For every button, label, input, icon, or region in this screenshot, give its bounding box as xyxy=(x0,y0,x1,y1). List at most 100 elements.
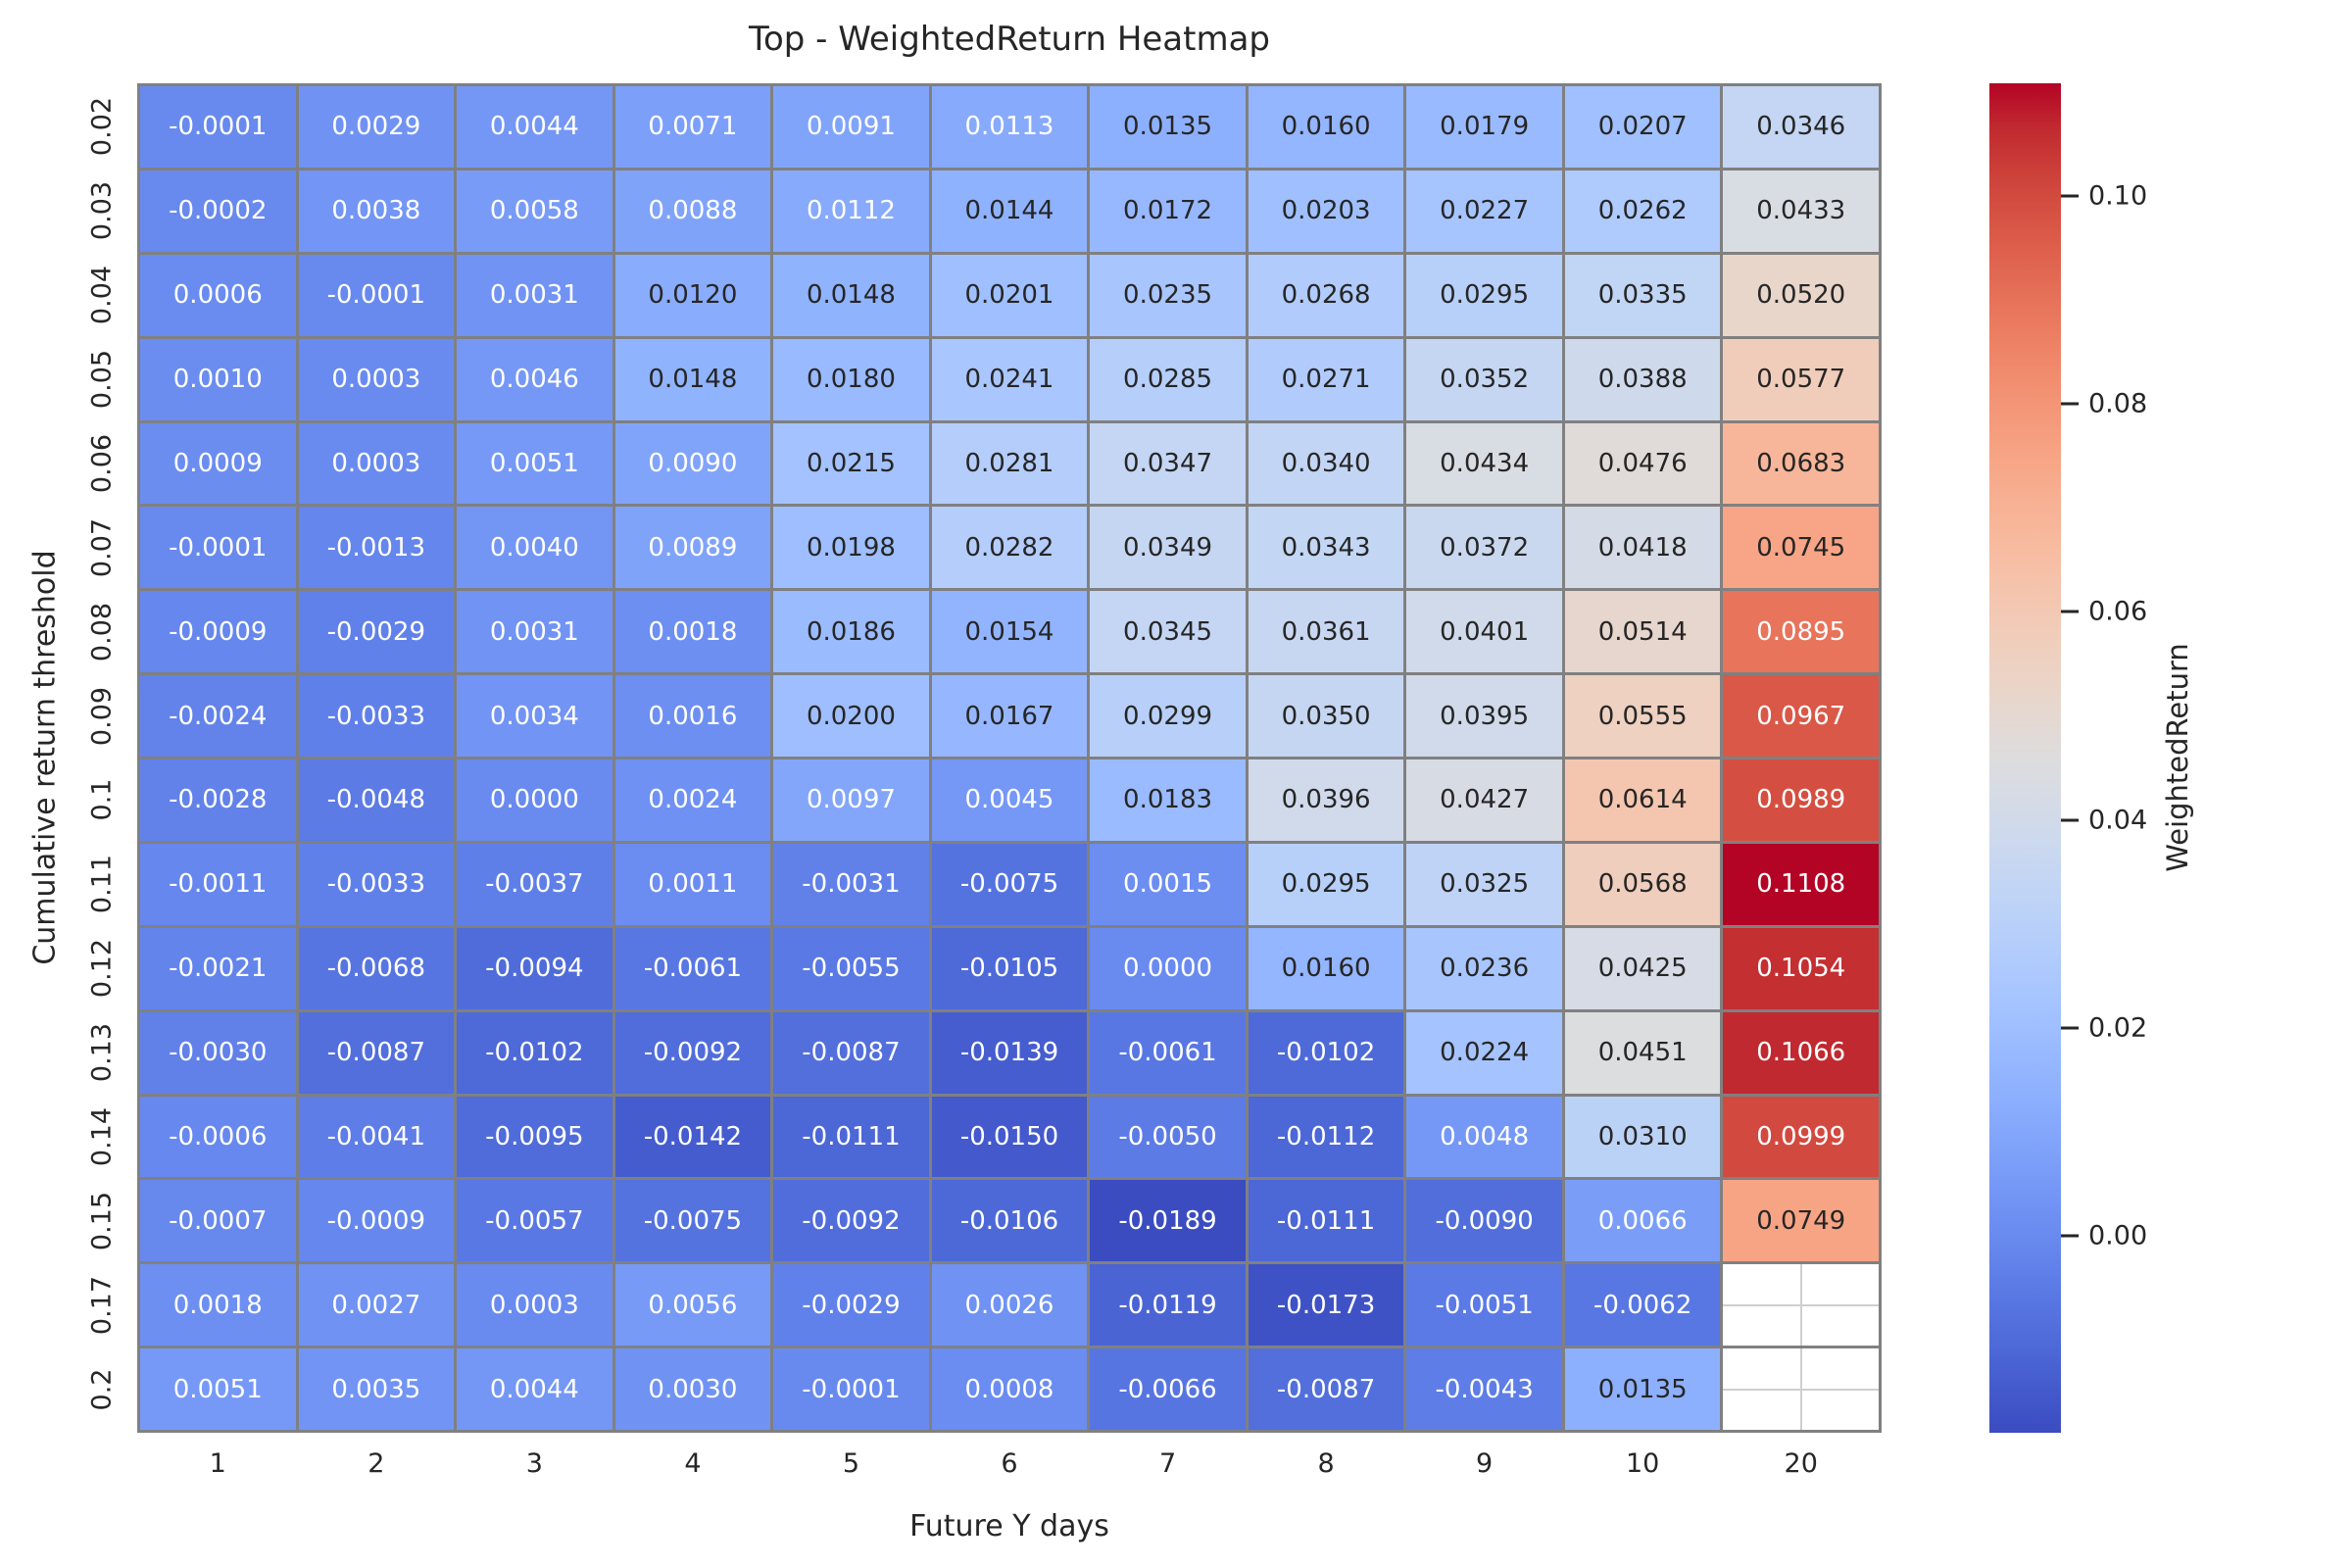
heatmap-cell: 0.0967 xyxy=(1723,675,1879,757)
colorbar-tick-mark xyxy=(2061,610,2079,613)
heatmap-cell: 0.0010 xyxy=(140,338,296,420)
y-tick-label: 0.03 xyxy=(86,181,118,241)
heatmap-cell: -0.0001 xyxy=(298,254,455,336)
heatmap-cell: -0.0061 xyxy=(1090,1011,1246,1094)
heatmap-cell: 0.0295 xyxy=(1248,843,1404,925)
y-axis-label: Cumulative return threshold xyxy=(27,550,63,965)
colorbar-tick-mark xyxy=(2061,818,2079,822)
x-tick-label: 20 xyxy=(1784,1448,1818,1479)
heatmap-cell: -0.0092 xyxy=(614,1011,771,1094)
heatmap-cell: 0.0349 xyxy=(1090,507,1246,589)
heatmap-cell: 0.0135 xyxy=(1564,1348,1721,1430)
heatmap-cell: 0.0203 xyxy=(1248,170,1404,252)
heatmap-cell: 0.0018 xyxy=(140,1264,296,1347)
heatmap-cell: -0.0041 xyxy=(298,1096,455,1178)
heatmap-cell: -0.0087 xyxy=(773,1011,929,1094)
heatmap-cell: -0.0001 xyxy=(140,507,296,589)
heatmap-cell: 0.0395 xyxy=(1406,675,1562,757)
heatmap-cell: 0.0434 xyxy=(1406,422,1562,505)
heatmap-cell: 0.0282 xyxy=(931,507,1088,589)
heatmap-cell: 0.1054 xyxy=(1723,927,1879,1009)
heatmap-cell: 0.0031 xyxy=(457,591,612,673)
heatmap-cell: -0.0033 xyxy=(298,675,455,757)
heatmap-cell: 0.0186 xyxy=(773,591,929,673)
heatmap-cell: -0.0031 xyxy=(773,843,929,925)
heatmap-cell: -0.0075 xyxy=(614,1180,771,1262)
heatmap-cell: -0.0011 xyxy=(140,843,296,925)
colorbar-label: WeightedReturn xyxy=(2161,643,2194,872)
x-tick-label: 2 xyxy=(368,1448,385,1479)
heatmap-cell: 0.0200 xyxy=(773,675,929,757)
heatmap-cell: 0.0009 xyxy=(140,422,296,505)
heatmap-cell: 0.0555 xyxy=(1564,675,1721,757)
heatmap-cell: -0.0033 xyxy=(298,843,455,925)
heatmap-cell: 0.0310 xyxy=(1564,1096,1721,1178)
heatmap-cell: -0.0090 xyxy=(1406,1180,1562,1262)
heatmap-cell xyxy=(1723,1348,1879,1430)
heatmap-cell: 0.0031 xyxy=(457,254,612,336)
heatmap-cell: -0.0007 xyxy=(140,1180,296,1262)
heatmap-cell: 0.0433 xyxy=(1723,170,1879,252)
heatmap-cell: 0.0476 xyxy=(1564,422,1721,505)
heatmap-cell: 0.0148 xyxy=(614,338,771,420)
heatmap-cell: 0.0285 xyxy=(1090,338,1246,420)
colorbar-tick-mark xyxy=(2061,1026,2079,1030)
heatmap-cell: 0.0089 xyxy=(614,507,771,589)
heatmap-cell: 0.0011 xyxy=(614,843,771,925)
heatmap-cell: 0.0514 xyxy=(1564,591,1721,673)
heatmap-cell: -0.0095 xyxy=(457,1096,612,1178)
heatmap-cell: 0.0372 xyxy=(1406,507,1562,589)
heatmap-cell: 0.0425 xyxy=(1564,927,1721,1009)
heatmap-cell: 0.0749 xyxy=(1723,1180,1879,1262)
colorbar-gradient xyxy=(1989,83,2061,1433)
heatmap-cell: 0.0180 xyxy=(773,338,929,420)
heatmap-cell: 0.0401 xyxy=(1406,591,1562,673)
heatmap-cell: 0.1066 xyxy=(1723,1011,1879,1094)
heatmap-cell: 0.0520 xyxy=(1723,254,1879,336)
heatmap-cell: 0.0003 xyxy=(298,422,455,505)
y-tick-label: 0.1 xyxy=(86,778,118,821)
heatmap-grid: -0.0001 0.0029 0.0044 0.0071 0.0091 0.0113 0.0… xyxy=(137,83,1882,1433)
heatmap-cell: 0.0051 xyxy=(457,422,612,505)
y-tick-label: 0.04 xyxy=(86,266,118,325)
heatmap-cell: 0.0051 xyxy=(140,1348,296,1430)
heatmap-cell: 0.0120 xyxy=(614,254,771,336)
heatmap-cell: 0.0683 xyxy=(1723,422,1879,505)
colorbar-tick-label: 0.00 xyxy=(2088,1220,2148,1251)
heatmap-cell: 0.0350 xyxy=(1248,675,1404,757)
heatmap-cell: 0.0241 xyxy=(931,338,1088,420)
heatmap-cell: 0.0144 xyxy=(931,170,1088,252)
heatmap-cell: 0.0027 xyxy=(298,1264,455,1347)
heatmap-cell: -0.0057 xyxy=(457,1180,612,1262)
heatmap-cell: 0.0614 xyxy=(1564,760,1721,841)
x-axis-label: Future Y days xyxy=(909,1509,1109,1544)
y-tick-label: 0.2 xyxy=(86,1368,118,1411)
x-tick-label: 6 xyxy=(1001,1448,1018,1479)
heatmap-cell: -0.0066 xyxy=(1090,1348,1246,1430)
colorbar-tick-mark xyxy=(2061,1234,2079,1238)
heatmap-cell: 0.0352 xyxy=(1406,338,1562,420)
heatmap-cell: 0.0227 xyxy=(1406,170,1562,252)
x-tick-label: 7 xyxy=(1158,1448,1177,1479)
heatmap-cell: 0.0018 xyxy=(614,591,771,673)
x-tick-label: 8 xyxy=(1317,1448,1335,1479)
heatmap-cell: 0.0179 xyxy=(1406,86,1562,168)
heatmap-cell: 0.0030 xyxy=(614,1348,771,1430)
heatmap-cell: -0.0139 xyxy=(931,1011,1088,1094)
y-tick-label: 0.05 xyxy=(86,350,118,410)
heatmap-cell: 0.0346 xyxy=(1723,86,1879,168)
heatmap-cell: 0.0396 xyxy=(1248,760,1404,841)
x-tick-label: 10 xyxy=(1625,1448,1660,1479)
heatmap-cell: -0.0043 xyxy=(1406,1348,1562,1430)
heatmap-cell: -0.0029 xyxy=(773,1264,929,1347)
y-tick-label: 0.08 xyxy=(86,602,118,662)
heatmap-cell: 0.0113 xyxy=(931,86,1088,168)
heatmap-cell: 0.0183 xyxy=(1090,760,1246,841)
heatmap-cell: -0.0009 xyxy=(140,591,296,673)
heatmap-cell: 0.0745 xyxy=(1723,507,1879,589)
y-tick-label: 0.12 xyxy=(86,939,118,999)
heatmap-cell: 0.0034 xyxy=(457,675,612,757)
heatmap-cell: 0.0003 xyxy=(457,1264,612,1347)
colorbar-tick-label: 0.10 xyxy=(2088,180,2148,212)
